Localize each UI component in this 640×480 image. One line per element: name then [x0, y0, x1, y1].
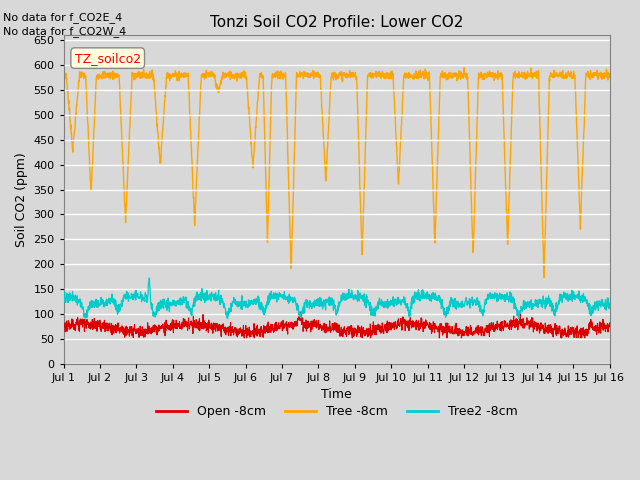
- Text: TZ_soilco2: TZ_soilco2: [75, 52, 141, 65]
- Y-axis label: Soil CO2 (ppm): Soil CO2 (ppm): [15, 152, 28, 247]
- Title: Tonzi Soil CO2 Profile: Lower CO2: Tonzi Soil CO2 Profile: Lower CO2: [210, 15, 463, 30]
- X-axis label: Time: Time: [321, 388, 352, 401]
- Text: No data for f_CO2W_4: No data for f_CO2W_4: [3, 26, 127, 37]
- Legend: Open -8cm, Tree -8cm, Tree2 -8cm: Open -8cm, Tree -8cm, Tree2 -8cm: [150, 400, 522, 423]
- Text: No data for f_CO2E_4: No data for f_CO2E_4: [3, 12, 122, 23]
